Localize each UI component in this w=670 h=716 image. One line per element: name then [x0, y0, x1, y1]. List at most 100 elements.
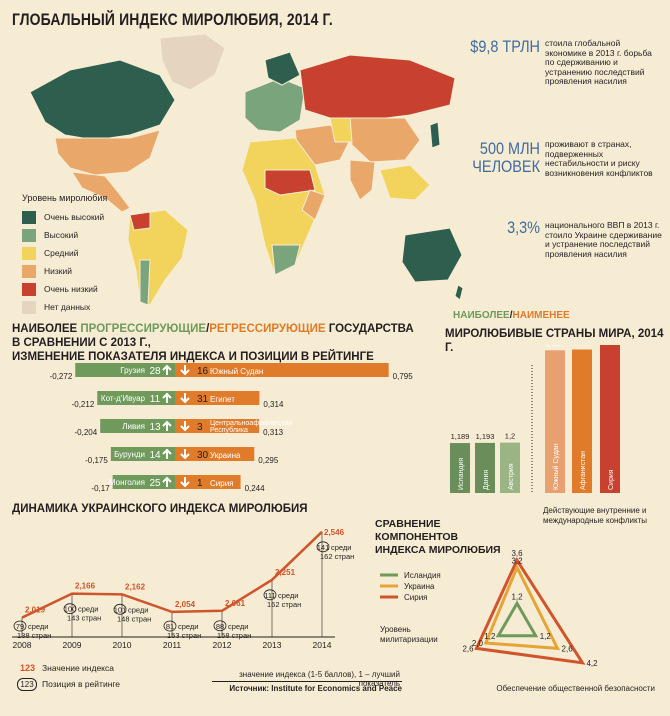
peace-bar-value: 1,2	[505, 432, 515, 441]
progress-title-orange: РЕГРЕССИРУЮЩИЕ	[209, 323, 326, 335]
peace-bar	[600, 345, 620, 493]
index-value-label: 2,166	[75, 582, 96, 591]
radar-axis-top: Действующие внутренние и международные к…	[543, 506, 647, 525]
rank-total-line2: 148 стран	[117, 614, 151, 623]
peaceful-slash: /	[509, 310, 513, 321]
legend-swatch	[22, 264, 36, 278]
index-value-label: 2,054	[175, 600, 196, 609]
peaceful-most-label: НАИБОЛЕЕ	[453, 310, 510, 321]
peace-bar-value: 1,189	[451, 432, 470, 441]
legend-item: Средний	[22, 244, 104, 262]
year-tick-label: 2008	[13, 640, 32, 650]
rank-value: 100	[64, 605, 77, 614]
decliner-value-label: 0,295	[258, 456, 279, 465]
improver-bar	[110, 447, 175, 461]
peace-bar-category: Афганистан	[580, 451, 587, 490]
peace-bar	[450, 443, 470, 493]
peace-bar-category: Южный Судан	[552, 443, 560, 490]
radar-value-label: 3,2	[511, 556, 523, 565]
rank-marker	[113, 603, 127, 615]
peace-bar-value: 3,397	[546, 345, 565, 348]
peace-bar-value: 1,193	[476, 432, 495, 441]
improver-bar	[100, 419, 175, 433]
usa-shape	[54, 129, 161, 176]
peaceful-least-label: НАИМЕНЕЕ	[512, 310, 570, 321]
legend-label: Средний	[44, 248, 79, 258]
rank-total-line1: среди	[28, 622, 49, 631]
radar-value-label: 2,6	[562, 644, 574, 653]
radar-legend-label: Исландия	[404, 571, 441, 580]
china-shape	[349, 117, 421, 163]
peace-bar	[572, 349, 592, 493]
page-title: ГЛОБАЛЬНЫЙ ИНДЕКС МИРОЛЮБИЯ, 2014 Г.	[12, 10, 333, 29]
progress-title-slash: /	[206, 323, 210, 335]
radar-value-label: 4,2	[586, 659, 598, 668]
legend-position-marker: 123	[17, 678, 37, 691]
stat-value-3: 3,3%	[507, 218, 540, 237]
peace-bar	[500, 442, 520, 493]
legend-value-label: Значение индекса	[42, 663, 114, 673]
peace-bar-category: Австрия	[508, 463, 515, 490]
legend-label: Нет данных	[44, 302, 91, 312]
rank-marker	[63, 603, 77, 615]
legend-position-sample: 123	[20, 680, 34, 689]
japan-shape	[429, 121, 441, 149]
russia-shape	[299, 54, 456, 121]
index-value-label: 2,546	[324, 528, 345, 537]
improver-name: Грузия	[120, 366, 145, 375]
stat-value-2: 500 МЛН ЧЕЛОВЕК	[472, 139, 540, 176]
legend-item: Высокий	[22, 226, 104, 244]
improver-name: Ливия	[122, 422, 145, 431]
decliner-rank-change: 1	[197, 478, 203, 489]
improver-value-label: -0,204	[75, 428, 98, 437]
map-legend: Очень высокий Высокий Средний Низкий Очень н…	[22, 208, 104, 316]
peace-bar-category: Исландия	[458, 458, 465, 490]
improver-rank-change: 11	[150, 394, 161, 405]
canada-shape	[29, 59, 176, 141]
radar-value-label: 1,2	[511, 592, 523, 601]
south-africa-shape	[271, 244, 301, 276]
progress-title-post: ГОСУДАРСТВА В СРАВНЕНИИ С 2013 Г.,	[12, 323, 414, 349]
rank-total-line1: среди	[128, 605, 149, 614]
rank-total-line2: 158 стран	[217, 631, 251, 640]
legend-value-sample: 123	[20, 663, 36, 673]
rank-marker	[316, 541, 330, 553]
dynamics-note-rule	[212, 681, 402, 682]
year-tick-label: 2010	[113, 640, 132, 650]
improver-bar	[112, 475, 175, 489]
improver-rank-change: 25	[149, 478, 161, 489]
central-asia-shape	[329, 117, 353, 143]
chile-shape	[139, 259, 151, 306]
decliner-value-label: 0,244	[245, 484, 266, 493]
stat-text-1: стоила глобальной экономике в 2013 г. бо…	[545, 38, 652, 86]
improver-bar	[75, 363, 175, 377]
index-value-label: 2,061	[225, 599, 246, 608]
improver-value-label: -0,17	[91, 484, 110, 493]
new-zealand-shape	[454, 284, 464, 301]
legend-swatch	[22, 210, 36, 224]
up-arrow-icon	[162, 364, 172, 375]
improver-value-label: -0,212	[72, 400, 95, 409]
se-asia-shape	[379, 164, 431, 201]
radar-value-label: 1,2	[540, 632, 552, 641]
rank-value: 101	[114, 605, 127, 614]
rank-total-line2: 143 стран	[67, 614, 101, 623]
india-shape	[349, 159, 376, 201]
rank-total-line2: 162 стран	[267, 600, 301, 609]
legend-label: Очень низкий	[44, 284, 98, 294]
index-value-label: 2,019	[25, 606, 46, 615]
improver-rank-change: 13	[149, 422, 161, 433]
radar-axis-left: Уровень милитаризации	[380, 625, 438, 644]
legend-swatch	[22, 300, 36, 314]
radar-chart: 1,21,2 1,23,22,02,63,62,64,2ИсландияУкраи…	[380, 549, 598, 668]
radar-axis-right: Обеспечение общественной безопасности	[496, 684, 655, 693]
improver-rank-change: 14	[149, 450, 161, 461]
sahel-shape	[264, 169, 316, 196]
source: Источник: Institute for Economics and Pe…	[229, 684, 402, 693]
scandinavia-shape	[264, 51, 301, 86]
radar-legend-label: Сирия	[404, 593, 428, 602]
decliner-name-line2: Республика	[210, 426, 248, 434]
rank-total-line2: 138 стран	[17, 631, 51, 640]
progress-title-line2: ИЗМЕНЕНИЕ ПОКАЗАТЕЛЯ ИНДЕКСА И ПОЗИЦИИ В…	[12, 351, 374, 363]
index-value-label: 2,162	[125, 582, 146, 591]
